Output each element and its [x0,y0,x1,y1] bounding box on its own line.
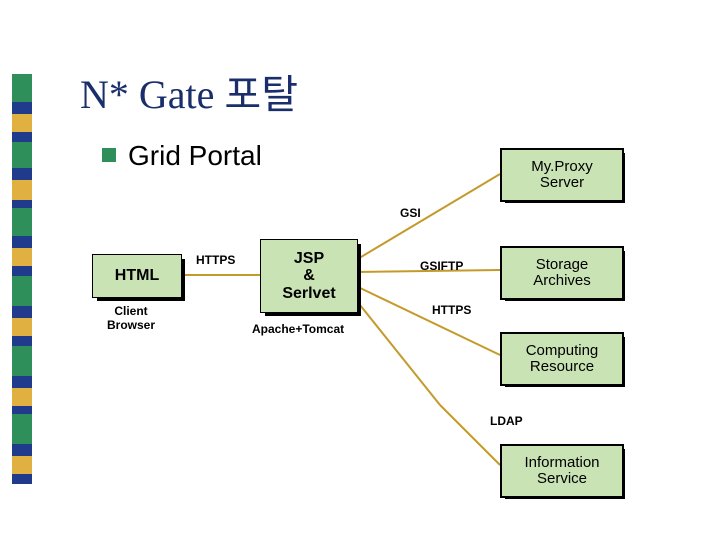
page-title: N* Gate 포탈 [80,62,298,120]
box-text-line: Service [537,471,587,488]
myproxy-box: My.ProxyServer [500,148,624,202]
box-text-line: Resource [530,359,594,376]
box-text-line: My.Proxy [531,159,592,176]
bullet-icon [102,148,116,162]
ldap-label: LDAP [490,414,523,428]
html-box: HTML [92,254,182,298]
box-text-line: HTML [115,267,159,285]
box-text-line: Server [540,175,584,192]
storage-box: StorageArchives [500,246,624,300]
box-text-line: Information [524,455,599,472]
box-text-line: Archives [533,273,591,290]
apache-tomcat-label: Apache+Tomcat [252,322,344,336]
subtitle: Grid Portal [128,140,262,172]
box-text-line: JSP [294,250,324,268]
box-text-line: Computing [526,343,599,360]
box-text-line: & [303,267,315,285]
gsiftp-label: GSIFTP [420,259,463,273]
https-label-right: HTTPS [432,303,471,317]
client-browser-label: ClientBrowser [107,304,155,332]
computing-box: ComputingResource [500,332,624,386]
info-box: InformationService [500,444,624,498]
https-label-left: HTTPS [196,253,235,267]
gsi-label: GSI [400,206,421,220]
box-text-line: Serlvet [282,285,335,303]
jsp-box: JSP&Serlvet [260,239,358,313]
box-text-line: Storage [536,257,589,274]
